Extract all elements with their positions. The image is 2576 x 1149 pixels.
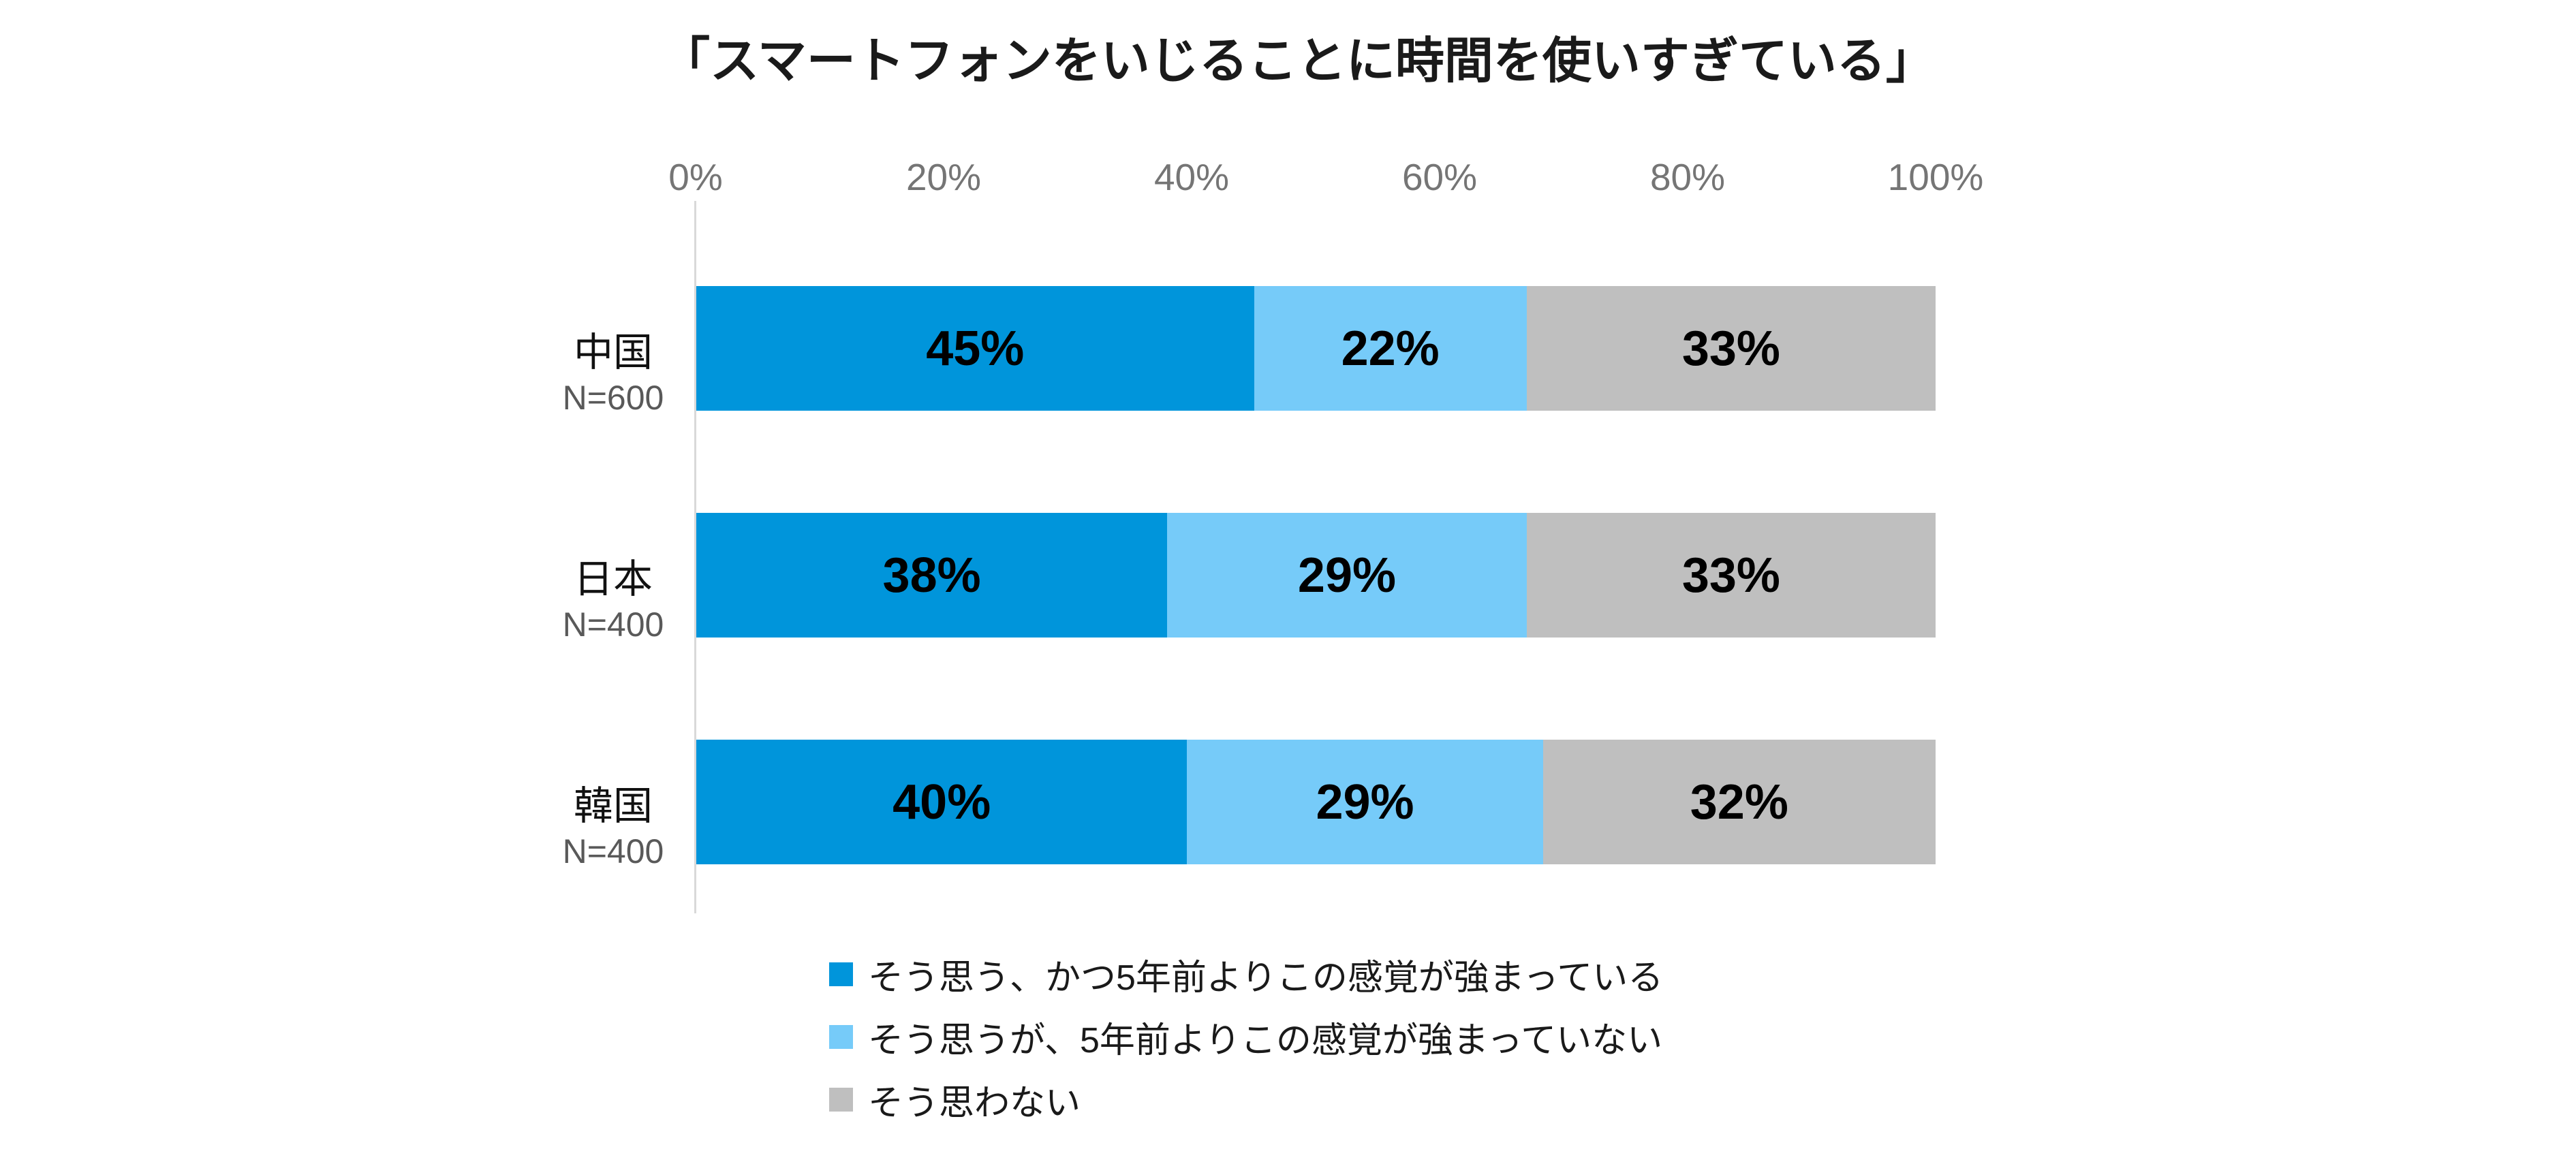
legend-label: そう思わない — [868, 1083, 1081, 1123]
value-label: 32% — [1690, 774, 1788, 830]
category-sample-size: N=600 — [562, 378, 664, 417]
category-label: 日本 N=400 — [477, 554, 749, 645]
bar-segment: 38% — [696, 513, 1168, 638]
bar-segment: 32% — [1542, 740, 1936, 864]
legend-item: そう思う、かつ5年前よりこの感覚が強まっている — [829, 943, 1663, 1005]
value-label: 40% — [893, 774, 991, 830]
bar-segment: 45% — [696, 286, 1254, 411]
legend-label: そう思うが、5年前よりこの感覚が強まっていない — [868, 1020, 1663, 1060]
bar-row: 中国 N=600 45% 22% 33% — [563, 286, 1936, 417]
category-label: 中国 N=600 — [477, 328, 749, 418]
bar-segment: 33% — [1526, 513, 1936, 638]
x-tick-label: 20% — [905, 156, 982, 198]
x-tick-label: 100% — [1887, 156, 1984, 198]
value-label: 45% — [926, 321, 1025, 376]
x-tick-label: 40% — [1153, 156, 1230, 198]
value-label: 38% — [882, 548, 981, 603]
legend-item: そう思うが、5年前よりこの感覚が強まっていない — [829, 1005, 1663, 1068]
x-tick-label: 80% — [1649, 156, 1726, 198]
legend-item: そう思わない — [829, 1068, 1663, 1131]
x-tick-label: 0% — [668, 156, 723, 198]
legend-marker — [829, 1087, 853, 1112]
legend-label: そう思う、かつ5年前よりこの感覚が強まっている — [868, 958, 1664, 998]
category-sample-size: N=400 — [562, 605, 664, 644]
legend-marker — [829, 962, 853, 986]
value-label: 33% — [1681, 548, 1780, 603]
value-label: 22% — [1341, 321, 1440, 376]
bar-segment: 29% — [1187, 740, 1543, 864]
value-label: 29% — [1297, 548, 1397, 603]
category-name: 韓国 — [573, 783, 653, 828]
bar-row: 韓国 N=400 40% 29% 32% — [563, 740, 1936, 870]
bar-segment: 33% — [1526, 286, 1936, 411]
bar-segment: 40% — [696, 740, 1188, 864]
bar-segment: 29% — [1167, 513, 1527, 638]
category-sample-size: N=400 — [562, 832, 664, 870]
x-axis: 0% 20% 40% 60% 80% 100% — [668, 155, 1983, 203]
category-label: 韓国 N=400 — [477, 781, 749, 872]
bar-row: 日本 N=400 38% 29% 33% — [563, 513, 1936, 644]
value-label: 29% — [1316, 774, 1414, 830]
category-name: 日本 — [573, 556, 653, 601]
legend: そう思う、かつ5年前よりこの感覚が強まっている そう思うが、5年前よりこの感覚が強… — [829, 943, 1663, 1131]
legend-marker — [829, 1024, 853, 1049]
chart-title: 「スマートフォンをいじることに時間を使いすぎている」 — [661, 34, 1935, 89]
category-name: 中国 — [573, 330, 653, 375]
y-axis-line — [694, 201, 696, 913]
plot-area: 中国 N=600 45% 22% 33% 日本 N=400 38% 29% 33% 韓国 N=400 4… — [563, 286, 1936, 966]
value-label: 33% — [1681, 321, 1780, 376]
bar-segment: 22% — [1254, 286, 1527, 411]
x-tick-label: 60% — [1401, 156, 1478, 198]
